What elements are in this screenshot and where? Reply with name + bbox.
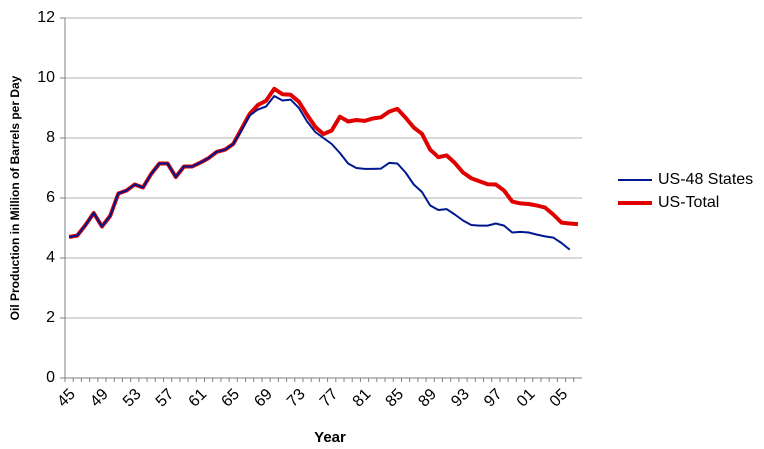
series-line — [68, 86, 579, 239]
x-tick-label: 57 — [153, 386, 178, 411]
y-tick-label: 8 — [46, 129, 55, 146]
x-tick-label: 53 — [120, 386, 145, 411]
x-tick-label: 73 — [284, 386, 309, 411]
y-tick-label: 12 — [37, 9, 55, 26]
y-tick-label: 0 — [46, 369, 55, 386]
x-tick-label: 45 — [54, 386, 79, 411]
legend-label: US-48 States — [658, 171, 753, 188]
x-tick-label: 77 — [317, 386, 342, 411]
y-tick-label: 4 — [46, 249, 55, 266]
x-tick-label: 93 — [448, 386, 473, 411]
y-tick-label: 2 — [46, 309, 55, 326]
series-line — [68, 95, 571, 251]
legend-label: US-Total — [658, 194, 719, 211]
x-tick-label: 97 — [481, 386, 506, 411]
x-tick-label: 05 — [547, 386, 572, 411]
y-axis-title: Oil Production in Million of Barrels per… — [8, 75, 22, 320]
x-tick-label: 69 — [251, 386, 276, 411]
x-tick-label: 65 — [218, 386, 243, 411]
x-tick-label: 01 — [514, 386, 539, 411]
y-tick-label: 6 — [46, 189, 55, 206]
x-tick-label: 85 — [383, 386, 408, 411]
y-tick-label: 10 — [37, 69, 55, 86]
x-tick-label: 49 — [87, 386, 112, 411]
x-tick-label: 81 — [350, 386, 375, 411]
x-tick-label: 89 — [415, 386, 440, 411]
x-tick-label: 61 — [186, 386, 211, 411]
x-axis-title: Year — [314, 429, 346, 446]
